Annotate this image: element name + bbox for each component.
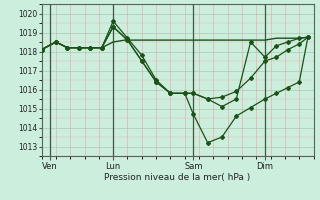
X-axis label: Pression niveau de la mer( hPa ): Pression niveau de la mer( hPa ) — [104, 173, 251, 182]
